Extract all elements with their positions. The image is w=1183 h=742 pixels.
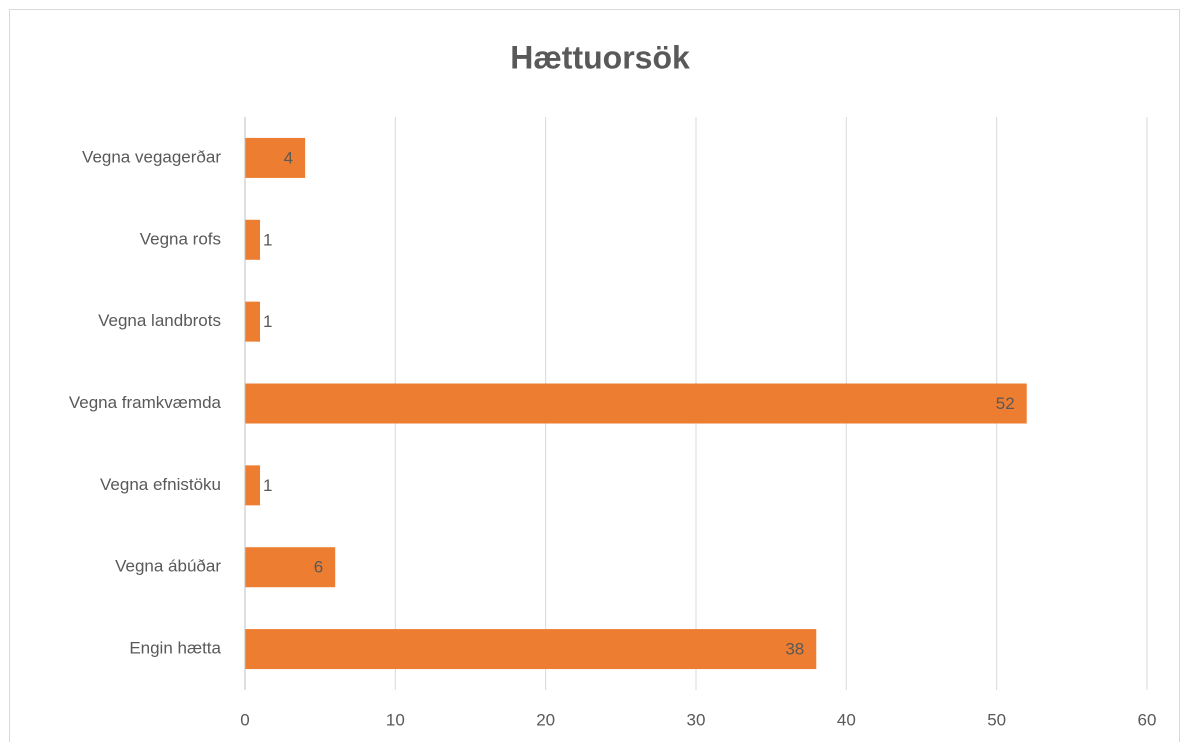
x-tick-label: 50 — [987, 710, 1006, 729]
y-tick-label: Vegna vegagerðar — [82, 147, 221, 166]
x-tick-label: 20 — [536, 710, 555, 729]
y-tick-label: Engin hætta — [129, 639, 221, 658]
x-tick-label: 40 — [837, 710, 856, 729]
bar — [245, 465, 261, 506]
y-tick-label: Vegna ábúðar — [115, 557, 221, 576]
data-label: 4 — [284, 148, 293, 167]
x-tick-label: 60 — [1138, 710, 1157, 729]
y-tick-label: Vegna rofs — [140, 229, 221, 248]
data-label: 38 — [785, 640, 804, 659]
y-tick-label: Vegna framkvæmda — [69, 393, 222, 412]
bar — [245, 547, 336, 588]
chart-border — [9, 9, 1180, 742]
chart-title: Hættuorsök — [510, 39, 690, 75]
data-label: 1 — [263, 312, 272, 331]
bar — [245, 137, 306, 178]
y-tick-label: Vegna efnistöku — [100, 475, 221, 494]
bar — [245, 219, 261, 260]
bar — [245, 301, 261, 342]
data-label: 6 — [314, 558, 323, 577]
data-label: 1 — [263, 476, 272, 495]
data-label: 1 — [263, 230, 272, 249]
bar — [245, 383, 1027, 424]
x-tick-label: 0 — [240, 710, 249, 729]
y-tick-label: Vegna landbrots — [98, 311, 221, 330]
data-label: 52 — [996, 394, 1015, 413]
x-tick-label: 10 — [386, 710, 405, 729]
x-tick-label: 30 — [687, 710, 706, 729]
bar — [245, 629, 817, 670]
